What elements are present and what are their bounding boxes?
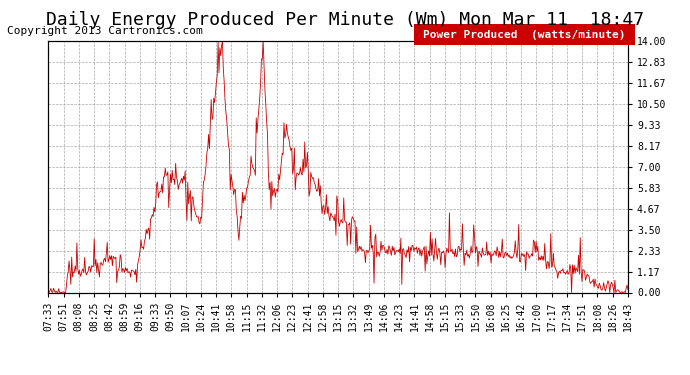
Text: Power Produced  (watts/minute): Power Produced (watts/minute) (423, 30, 626, 40)
Text: Daily Energy Produced Per Minute (Wm) Mon Mar 11  18:47: Daily Energy Produced Per Minute (Wm) Mo… (46, 11, 644, 29)
Text: Copyright 2013 Cartronics.com: Copyright 2013 Cartronics.com (7, 26, 203, 36)
